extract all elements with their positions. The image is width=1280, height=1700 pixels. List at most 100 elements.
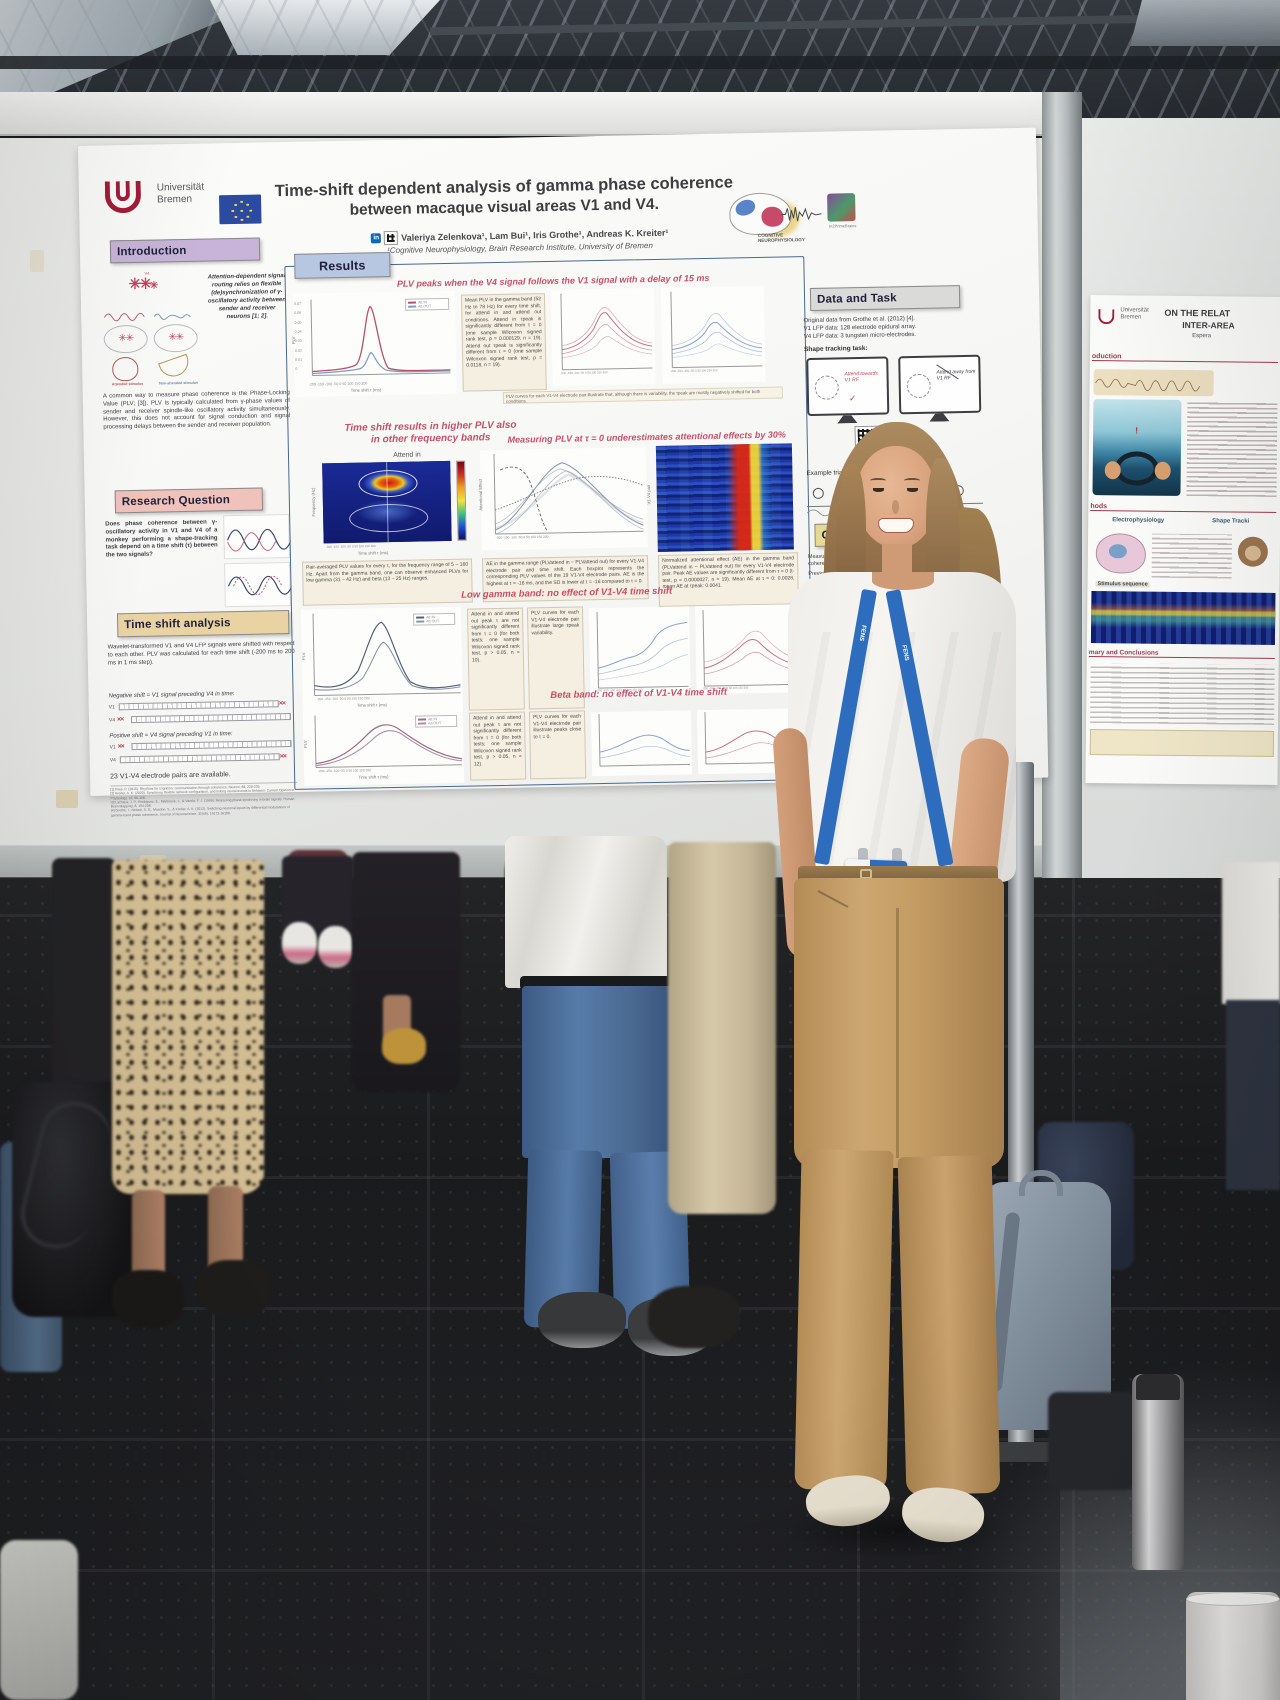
uni-name-line2: Bremen [156,193,193,205]
board-frame-vertical [1042,92,1082,914]
v4-row-label: V4 [109,757,116,764]
gray-backpack [985,1170,1111,1430]
ylabel-v1v4-pair: V1-V4 pair [646,484,652,505]
signal-squiggle [781,207,822,222]
woman-eye-left [873,488,884,492]
attended-caption: Attended stimulus [111,381,144,387]
uni-bremen-u-arc-inner [115,181,131,202]
network-logo [827,193,856,222]
neighbor-highlight-box [1089,729,1275,757]
data-task-lines: Original data from Grothe et al. (2012) … [803,315,979,342]
lfp-sample-strip [118,700,279,711]
gamma-plv-axes [310,299,451,377]
bystander-dark-tights [282,856,354,930]
intro-body-text: A common way to measure phase coherence … [102,389,291,431]
ylabel-plv: PLV [291,336,297,345]
neighbor-brain-sketch [1095,533,1147,574]
shape-task-label: Shape tracking task: [803,344,868,354]
network-logo-caption: In2PrimeBrains [828,223,857,229]
neighbor-author: Espera [1192,333,1212,340]
rq-mini-plot-top [223,514,291,560]
white-cup [1186,1592,1280,1700]
driver-hand [1154,461,1171,480]
ylabel-plv: PLV [301,652,307,661]
red-curves [560,293,653,371]
driver-hand [1104,461,1121,480]
banana-sketch [158,353,193,381]
brain-red-area [761,206,784,227]
beta-pairs-plot-out [590,710,693,777]
uni-name-line2: Bremen [1120,314,1142,321]
trouser-crease [896,908,899,1158]
tf-heatmap [322,460,452,544]
section-data-and-task: Data and Task [809,285,961,311]
backpack-handle [1019,1170,1063,1196]
v1-row-label: V1 [108,704,115,711]
woman-trouser-leg-right [897,1154,1001,1496]
gamma-wave-red [103,312,145,322]
lanyard-text: FENS [857,624,867,642]
legend-att-out: Att OUT [426,619,440,624]
bystander-beige-coat [668,842,776,1214]
legend-att-out: Att OUT [428,721,442,726]
cogneuro-wordmark: COGNITIVE NEUROPHYSIOLOGY [757,232,805,244]
neighbor-driving-illustration: ! [1092,399,1182,496]
lanyard-text: FENS [900,644,910,662]
neighbor-monkey-sketch [1237,536,1269,567]
neighbor-title: ON THE RELAT INTER-AREA Espera [1164,308,1280,340]
low-gamma-plot: Att IN Att OUT PLV -200 -150 -100 -50 0 … [300,606,463,716]
neighbor-eeg-strip [1093,369,1214,397]
task-monitor-attend-away: Attend away from V1 RF [898,354,982,415]
ceiling-beam [0,56,1280,69]
neighbor-shape-label: Shape Tracki [1212,518,1250,525]
intro-illustration: V4 ✳✳✳ ✳✳ ✳✳ Attended stimulus Non-atten… [100,270,204,390]
shape-stimulus-sketch [814,375,840,400]
nonattended-caption: Non-attended stimulus [159,380,199,386]
man-white-shirt [505,836,667,988]
woman-eye-right [907,488,918,492]
red-curves-small [702,610,799,687]
tape-piece [30,250,44,272]
plot-legend: Att IN Att OUT [404,297,450,311]
main-poster: Universität Bremen Time-shift dependent … [78,127,1049,820]
beta-curves [314,715,462,769]
plot-legend: Att IN Att OUT [413,612,456,626]
v1-ellipse-right: ✳✳ [153,323,198,353]
neighbor-section-methods: hods [1090,503,1277,513]
steering-wheel [1114,451,1159,486]
ts-diagram-negative: V1 ×× V4 ×× [109,700,296,728]
tshirt-neckline [872,572,934,590]
neighbor-text-noise [1186,400,1278,497]
cogneuro-logo: COGNITIVE NEUROPHYSIOLOGY [727,190,823,244]
alert-mark: ! [1135,425,1139,436]
neighbor-section-summary: mary and Conclusions [1088,649,1275,659]
plv-pairs-plot-attend-in: -200 -150 -100 -50 0 50 100 150 200 [550,287,656,386]
discarded-samples-x: ×× [278,700,285,708]
uni-bremen-logo [101,177,152,222]
legend-att-out: Att OUT [418,304,432,309]
beta-plot: Att IN Att OUT PLV -200 -150 -100 -50 0 … [302,710,465,786]
lfp-sample-strip [131,740,292,751]
xlabel-time-shift: Time shift τ (ms) [350,387,382,393]
plv-pairs-plot-attend-out: -200 -150 -100 -50 0 50 100 150 200 [660,285,766,384]
blue-curves-small [596,612,689,689]
v1-row-label: V1 [109,744,116,751]
ylabel-plv: PLV [302,740,308,749]
eeg-squiggle [1095,378,1200,392]
skylight-right [1130,0,1280,46]
neighbor-electro-label: Electrophysiology [1112,517,1165,524]
woman-presenter: FENS FENS FENS Valeriya Zelenkova Bremen [740,408,1040,1568]
qr-code-icon [384,230,399,246]
light-sack-bottom-left [0,1540,78,1700]
neighbor-spectrogram [1090,591,1276,645]
cup-rim [1186,1592,1280,1606]
backpack-strap [12,1093,118,1257]
gamma-wave-blue [153,313,191,320]
discarded-samples-x: ×× [279,753,287,761]
rq-body-text: Does phase coherence between γ-oscillato… [105,519,218,559]
yellow-sandal [382,1028,426,1064]
tape-piece [56,790,78,808]
woman-trouser-leg-left [794,1149,894,1491]
lfp-sample-strip [130,713,292,724]
neighbor-uni-wordmark: Universität Bremen [1120,307,1148,321]
